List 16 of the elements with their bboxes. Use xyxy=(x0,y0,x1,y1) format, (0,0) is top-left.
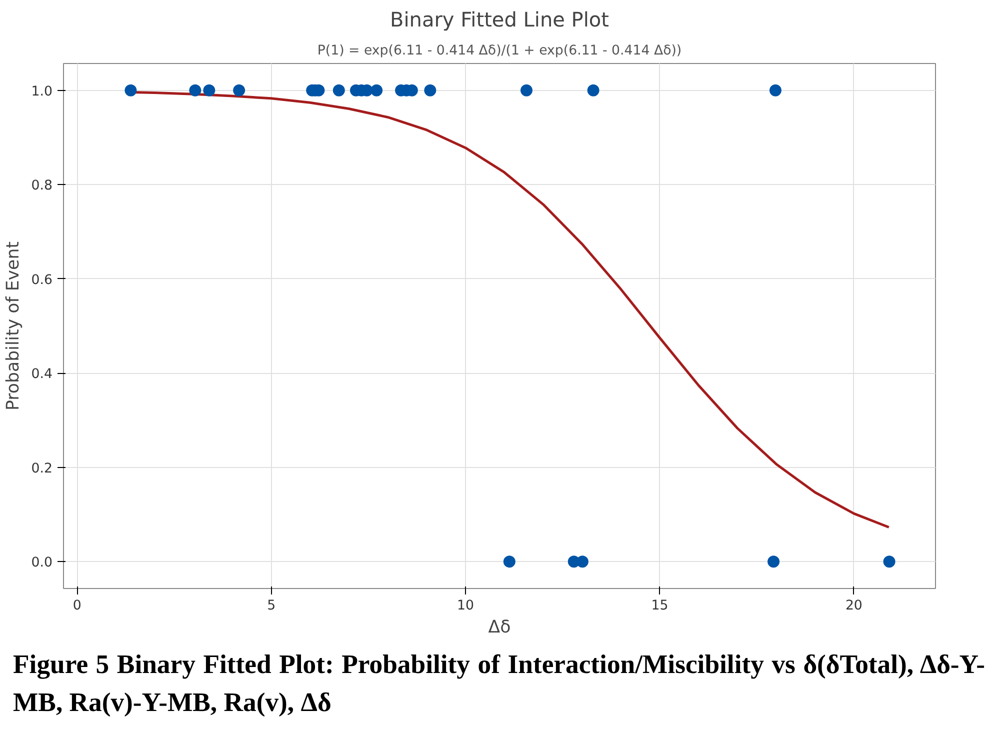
x-tick-label: 15 xyxy=(651,598,668,614)
y-tick-label: 0.4 xyxy=(31,367,53,382)
x-tick-label: 0 xyxy=(72,598,82,614)
chart-subtitle: P(1) = exp(6.11 - 0.414 Δδ)/(1 + exp(6.11 - 0.414 Δδ)) xyxy=(317,44,682,58)
y-axis-title: Probability of Event xyxy=(3,241,24,410)
x-tick-label: 10 xyxy=(457,598,474,614)
x-axis-title: Δδ xyxy=(488,618,511,638)
y-tick-label: 0.8 xyxy=(31,178,53,194)
y-tick-label: 1.0 xyxy=(31,84,53,100)
y-tick-label: 0.6 xyxy=(31,272,53,288)
y-tick-label: 0.2 xyxy=(31,461,53,476)
chart-title: Binary Fitted Line Plot xyxy=(390,8,610,32)
caption: Figure 5 Binary Fitted Plot: Probability of Interaction/Miscibility vs δ(δTotal), Δδ-Y-MB, Ra(v)-Y-MB, Ra(v), Δδ xyxy=(13,648,985,720)
x-tick-label: 5 xyxy=(267,598,276,614)
y-tick-label: 0.0 xyxy=(31,556,53,571)
x-tick-label: 20 xyxy=(845,598,862,614)
